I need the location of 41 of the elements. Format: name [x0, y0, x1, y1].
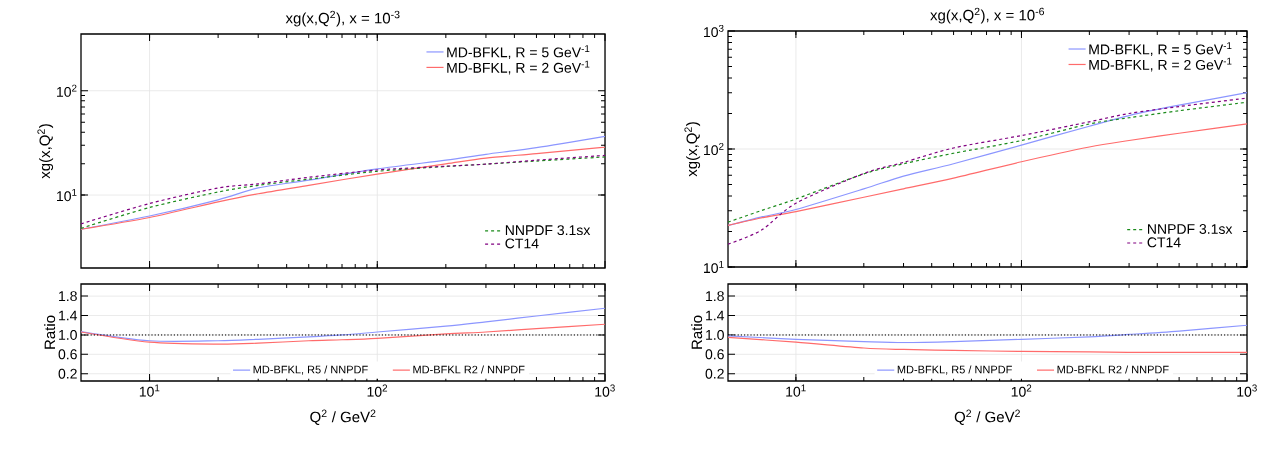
y-tick-label: 0.6: [58, 349, 77, 360]
y-tick-label: 10$^{2}$: [57, 84, 77, 97]
y-tick-label: 0.2: [58, 368, 77, 379]
y-tick-label: 1.4: [706, 310, 725, 321]
y-tick-label: 1.0: [706, 329, 724, 340]
chart-title: xg(x,Q$^{2}$), x = 10$^{-3}$: [285, 10, 400, 27]
x-tick-label: 10$^{3}$: [595, 384, 615, 397]
y-axis-title: xg(x,Q$^{2}$): [37, 124, 54, 179]
y-tick-label: 0.2: [705, 368, 724, 379]
x-axis-title: Q$^{2}$ / GeV$^{2}$: [310, 409, 376, 425]
y-tick-label: 10$^{1}$: [704, 260, 724, 274]
legend-label: MD-BFKL, R = 2 GeV$^{-1}$: [1089, 57, 1232, 72]
y-tick-label: 1.8: [59, 291, 77, 302]
legend-label: MD-BFKL, R = 5 GeV$^{-1}$: [447, 45, 590, 59]
legend-label: MD-BFKL, R5 / NNPDF: [253, 365, 368, 375]
x-axis-title: Q$^{2}$ / GeV$^{2}$: [954, 409, 1020, 425]
y-tick-label: 1.4: [59, 310, 78, 321]
y-tick-label: 10$^{2}$: [704, 142, 724, 156]
y-axis-title: Ratio: [44, 315, 56, 349]
legend-label: CT14: [1147, 237, 1181, 248]
legend-label: MD-BFKL, R5 / NNPDF: [897, 365, 1012, 375]
legend-label: MD-BFKL, R = 2 GeV$^{-1}$: [447, 60, 590, 75]
y-tick-label: 10$^{1}$: [57, 189, 77, 202]
legend-label: MD-BFKL, R = 5 GeV$^{-1}$: [1089, 42, 1232, 57]
y-axis-title: Ratio: [691, 315, 703, 349]
y-tick-label: 1.0: [59, 329, 77, 340]
x-tick-label: 10$^{2}$: [1011, 384, 1032, 397]
y-axis-title: xg(x,Q$^{2}$): [684, 122, 701, 177]
legend-label: CT14: [505, 238, 539, 249]
x-tick-label: 10$^{2}$: [367, 384, 388, 397]
legend-label: MD-BFKL R2 / NNPDF: [1057, 365, 1169, 374]
x-tick-label: 10$^{3}$: [1237, 384, 1257, 397]
x-tick-label: 10$^{1}$: [139, 384, 160, 397]
legend-label: MD-BFKL R2 / NNPDF: [413, 365, 525, 374]
legend-label: NNPDF 3.1sx: [1148, 224, 1233, 234]
y-tick-label: 0.6: [705, 349, 724, 360]
y-tick-label: 10$^{3}$: [704, 24, 724, 38]
legend-label: NNPDF 3.1sx: [505, 225, 591, 236]
chart-title: xg(x,Q$^{2}$), x = 10$^{-6}$: [930, 7, 1045, 24]
y-tick-label: 1.8: [706, 291, 724, 302]
x-tick-label: 10$^{1}$: [786, 384, 806, 397]
